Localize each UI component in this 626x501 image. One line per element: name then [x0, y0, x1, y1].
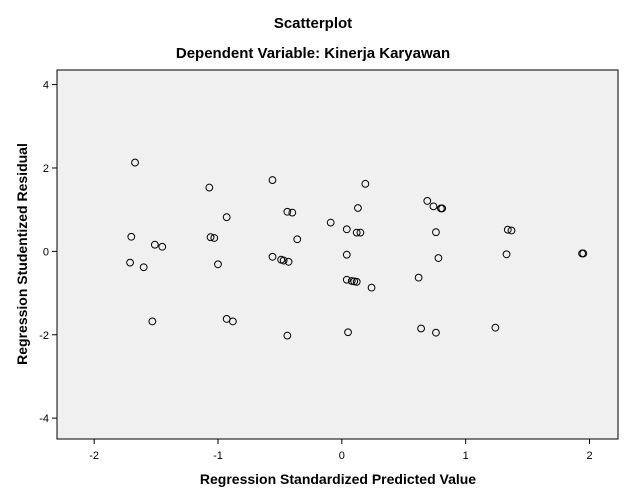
y-tick-label: 2 — [43, 163, 49, 175]
scatter-point — [432, 328, 440, 337]
x-axis-label: Regression Standardized Predicted Value — [200, 471, 476, 487]
scatter-point — [126, 258, 134, 267]
scatter-point — [268, 252, 277, 261]
scatter-point — [352, 277, 361, 286]
plot-area — [56, 69, 619, 440]
x-tick-label: 0 — [339, 450, 345, 462]
scatter-point — [139, 263, 148, 272]
scatter-point — [279, 256, 288, 265]
scatter-point — [293, 235, 302, 244]
y-tick-label: 0 — [43, 246, 49, 258]
scatter-point — [205, 183, 214, 192]
scatter-point — [429, 202, 438, 211]
x-tick-label: 1 — [463, 450, 469, 462]
scatter-point — [344, 328, 352, 337]
scatter-point — [417, 324, 425, 333]
x-tick-label: 2 — [586, 450, 592, 462]
scatter-point — [432, 228, 440, 237]
scatter-point — [150, 240, 159, 249]
scatter-point — [342, 275, 351, 284]
scatter-point — [283, 207, 292, 216]
scatter-point — [438, 204, 447, 213]
scatter-point — [491, 323, 500, 332]
scatter-point — [352, 228, 361, 237]
scatter-point — [342, 225, 351, 234]
scatter-point — [326, 218, 335, 227]
scatter-point — [354, 204, 362, 212]
y-tick-label: -4 — [39, 413, 49, 425]
scatter-point — [158, 242, 167, 251]
scatter-point — [414, 273, 423, 282]
x-tick-label: -1 — [213, 450, 223, 462]
y-tick-label: 4 — [43, 80, 49, 92]
scatter-point — [288, 208, 297, 217]
y-axis: -4 -2 0 2 4 — [39, 80, 57, 425]
scatter-point — [131, 158, 139, 167]
scatter-point — [228, 317, 237, 326]
scatter-point — [579, 249, 588, 258]
scatter-point — [367, 283, 376, 292]
scatter-point — [206, 233, 215, 242]
scatter-point — [214, 260, 222, 269]
scatter-point — [283, 331, 292, 340]
scatter-point — [210, 234, 219, 242]
scatter-point — [507, 226, 516, 235]
scatter-point — [434, 254, 443, 262]
scatter-point — [284, 257, 293, 266]
scatter-point — [502, 250, 511, 259]
y-tick-label: -2 — [39, 330, 49, 342]
scatter-point — [423, 197, 432, 205]
scatter-point — [268, 176, 277, 184]
x-axis: -2 -1 0 1 2 — [89, 439, 593, 462]
scatter-point — [222, 213, 231, 222]
y-axis-label: Regression Studentized Residual — [14, 143, 30, 365]
scatter-point — [356, 228, 365, 237]
data-points — [126, 158, 588, 340]
chart-title: Scatterplot — [274, 15, 352, 32]
scatter-point — [361, 179, 370, 188]
scatter-point — [503, 225, 512, 234]
scatter-point — [127, 232, 136, 241]
scatter-point — [148, 317, 157, 326]
chart-subtitle: Dependent Variable: Kinerja Karyawan — [176, 45, 450, 62]
scatter-point — [342, 250, 351, 259]
x-tick-label: -2 — [89, 450, 99, 462]
